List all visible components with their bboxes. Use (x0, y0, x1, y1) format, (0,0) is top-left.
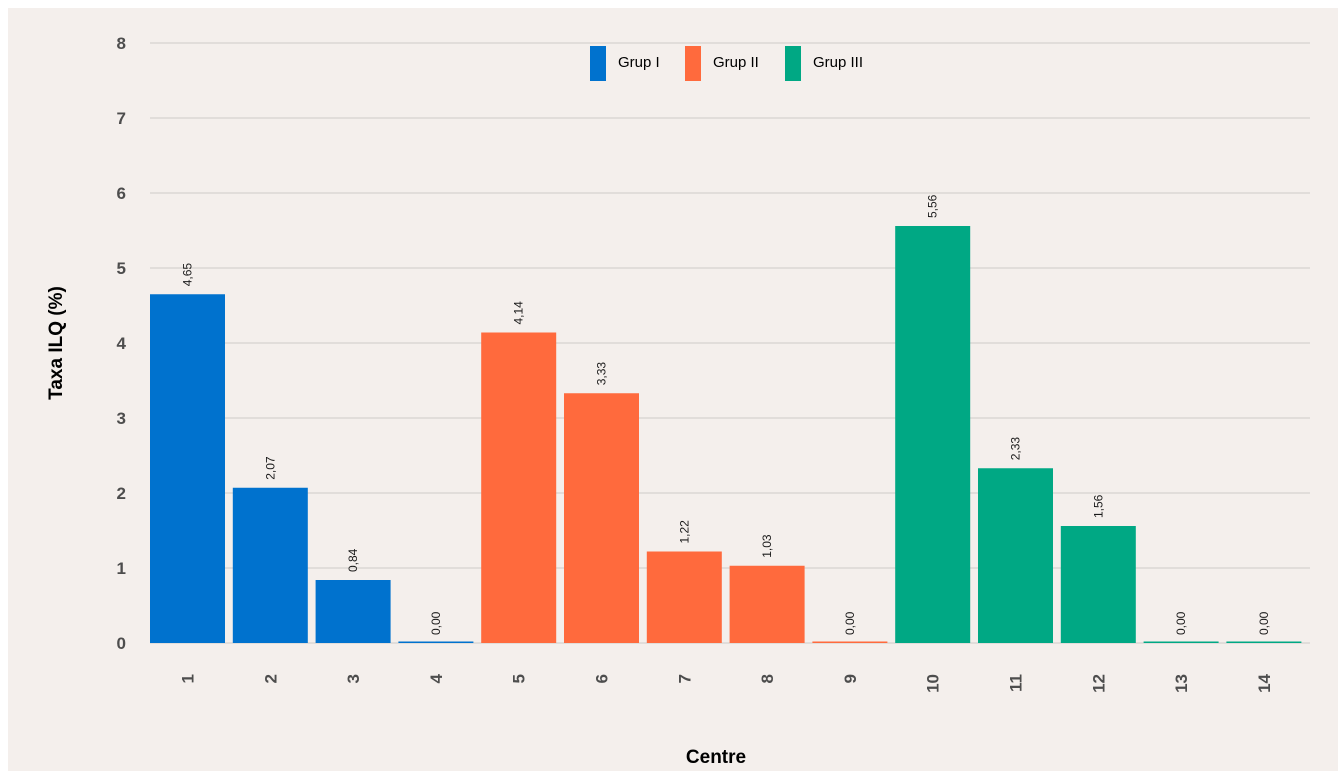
data-label: 4,65 (181, 263, 195, 287)
y-tick-label: 7 (117, 109, 126, 128)
data-label: 0,00 (1257, 611, 1271, 635)
data-label: 0,84 (346, 548, 360, 572)
legend-swatch-3 (785, 46, 801, 81)
data-label: 0,00 (1174, 611, 1188, 635)
x-tick-label: 4 (427, 673, 446, 683)
bar-centre-1 (150, 294, 225, 643)
bar-centre-2 (232, 487, 308, 643)
bar-centre-4 (398, 641, 474, 643)
x-tick-label: 13 (1172, 674, 1191, 693)
bar-centre-6 (564, 393, 639, 643)
y-tick-label: 5 (117, 259, 126, 278)
y-tick-label: 0 (117, 634, 126, 653)
y-tick-label: 4 (117, 334, 127, 353)
x-tick-label: 7 (675, 674, 694, 683)
bar-centre-10 (895, 226, 971, 643)
bar-centre-11 (978, 468, 1053, 643)
y-tick-label: 3 (117, 409, 126, 428)
x-axis-title: Centre (686, 747, 746, 768)
data-label: 2,33 (1009, 437, 1023, 461)
data-label: 1,56 (1091, 494, 1105, 518)
data-label: 3,33 (595, 362, 609, 386)
legend-swatch-1 (590, 46, 606, 81)
legend-swatch-2 (685, 46, 701, 81)
chart-panel (8, 8, 1338, 771)
data-label: 4,14 (512, 301, 526, 325)
x-tick-label: 2 (261, 674, 280, 683)
x-tick-label: 6 (593, 674, 612, 683)
x-tick-label: 12 (1089, 674, 1108, 693)
x-tick-label: 14 (1255, 673, 1274, 692)
data-label: 5,56 (926, 194, 940, 218)
x-tick-label: 11 (1007, 674, 1026, 692)
data-label: 1,03 (760, 534, 774, 558)
x-tick-label: 5 (510, 674, 529, 683)
data-label: 0,00 (843, 611, 857, 635)
y-tick-label: 2 (117, 484, 126, 503)
bar-centre-14 (1226, 641, 1302, 643)
legend-label: Grup I (618, 54, 660, 71)
bar-centre-7 (646, 551, 722, 643)
x-tick-label: 10 (924, 674, 943, 693)
x-tick-label: 3 (344, 674, 363, 683)
bar-centre-3 (315, 580, 391, 643)
bar-centre-9 (812, 641, 888, 643)
legend-label: Grup II (713, 54, 759, 71)
y-tick-label: 1 (117, 559, 126, 578)
data-label: 1,22 (677, 520, 691, 544)
bar-centre-8 (729, 565, 805, 643)
bar-centre-12 (1060, 526, 1136, 643)
data-label: 0,00 (429, 611, 443, 635)
x-tick-label: 8 (758, 674, 777, 683)
x-tick-label: 1 (179, 674, 198, 683)
bar-centre-13 (1143, 641, 1219, 643)
legend-label: Grup III (813, 54, 863, 71)
data-label: 2,07 (263, 456, 277, 480)
y-axis-title: Taxa ILQ (%) (46, 286, 67, 400)
y-tick-label: 8 (117, 34, 126, 53)
x-tick-label: 9 (841, 674, 860, 683)
y-tick-label: 6 (117, 184, 126, 203)
bar-centre-5 (481, 332, 557, 643)
